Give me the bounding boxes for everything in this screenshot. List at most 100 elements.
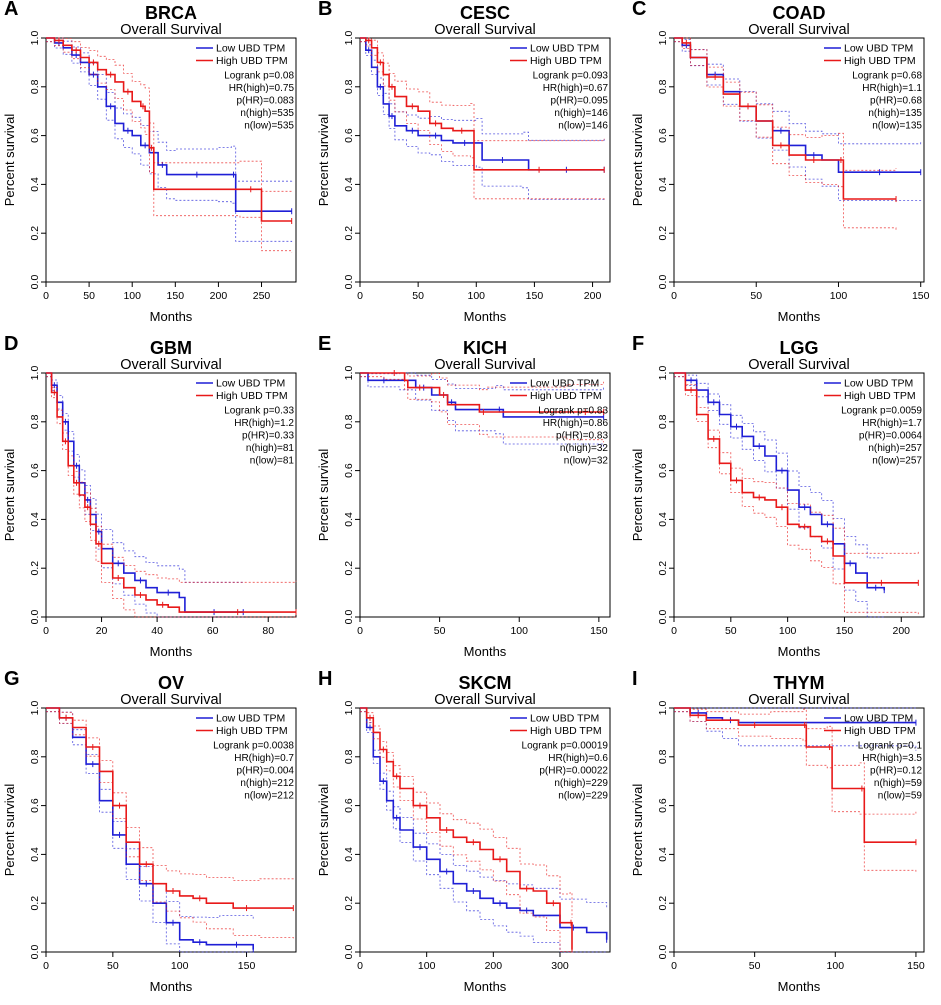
ci-lower-high: [360, 41, 605, 201]
stat-line: n(low)=81: [250, 456, 295, 467]
y-tick-label: 0.4: [657, 512, 669, 527]
stat-line: n(high)=59: [874, 778, 923, 789]
y-axis-label: Percent survival: [630, 114, 645, 207]
stat-line: HR(high)=0.86: [543, 418, 609, 429]
legend-label-low: Low UBD TPM: [216, 378, 285, 390]
x-tick-label: 50: [749, 960, 761, 972]
panel-letter: D: [4, 333, 19, 355]
y-tick-label: 0.6: [343, 798, 355, 813]
ci-upper-high: [674, 37, 897, 171]
y-tick-label: 1.0: [657, 31, 669, 46]
chart-subtitle: Overall Survival: [120, 692, 222, 708]
legend-label-high: High UBD TPM: [844, 55, 916, 67]
legend-label-low: Low UBD TPM: [530, 378, 599, 390]
y-tick-label: 0.6: [29, 798, 41, 813]
x-tick-label: 60: [207, 625, 219, 637]
ci-upper-high: [360, 37, 605, 142]
y-tick-label: 0.0: [29, 610, 41, 625]
stat-line: n(low)=212: [244, 791, 294, 802]
legend-label-low: Low UBD TPM: [216, 713, 285, 725]
chart-subtitle: Overall Survival: [434, 692, 536, 708]
chart-title: SKCM: [459, 673, 512, 693]
stat-line: HR(high)=0.75: [229, 83, 295, 94]
y-tick-label: 0.2: [343, 896, 355, 911]
stat-line: p(HR)=0.0064: [859, 431, 923, 442]
stat-line: HR(high)=3.5: [862, 753, 922, 764]
legend-label-low: Low UBD TPM: [844, 378, 913, 390]
legend-label-high: High UBD TPM: [530, 390, 602, 402]
x-tick-label: 100: [830, 290, 848, 302]
y-tick-label: 0.0: [657, 610, 669, 625]
panel-letter: I: [632, 668, 638, 690]
ci-lower-low: [46, 711, 254, 953]
ci-upper-high: [360, 372, 604, 391]
ci-lower-high: [674, 376, 919, 615]
stat-line: n(low)=257: [872, 456, 922, 467]
panel-gbm: D GBM Overall Survival 0.0 0.2 0.4 0.6 0.8 1.0 0 2…: [0, 333, 313, 670]
chart-title: THYM: [774, 673, 825, 693]
legend-label-high: High UBD TPM: [216, 55, 288, 67]
x-tick-label: 50: [83, 290, 95, 302]
x-tick-label: 0: [43, 960, 49, 972]
stat-line: HR(high)=0.67: [543, 83, 609, 94]
stat-line: n(high)=212: [240, 778, 294, 789]
y-tick-label: 0.4: [343, 177, 355, 192]
stat-line: p(HR)=0.00022: [539, 766, 608, 777]
y-tick-label: 0.0: [29, 945, 41, 960]
x-tick-label: 150: [912, 290, 930, 302]
ci-lower-low: [46, 376, 244, 618]
ci-lower-low: [360, 711, 607, 953]
x-tick-label: 50: [412, 290, 424, 302]
y-tick-label: 0.2: [657, 226, 669, 241]
y-tick-label: 1.0: [343, 366, 355, 381]
panel-cesc: B CESC Overall Survival 0.0 0.2 0.4 0.6 0.8 1.0 0…: [314, 0, 627, 335]
survival-curve-high: [46, 372, 296, 613]
chart-subtitle: Overall Survival: [748, 357, 850, 373]
survival-curve-high: [46, 37, 292, 222]
ci-lower-high: [674, 41, 897, 230]
chart-title: COAD: [773, 3, 826, 23]
y-tick-label: 0.8: [657, 749, 669, 764]
panel-coad: C COAD Overall Survival 0.0 0.2 0.4 0.6 0.8 1.0 0…: [628, 0, 941, 335]
ci-upper-high: [46, 37, 293, 192]
panel-letter: F: [632, 333, 645, 355]
x-tick-label: 50: [750, 290, 762, 302]
x-tick-label: 100: [779, 625, 797, 637]
stat-line: p(HR)=0.83: [556, 431, 608, 442]
y-tick-label: 0.2: [343, 226, 355, 241]
ci-upper-low: [360, 707, 608, 909]
legend-label-high: High UBD TPM: [844, 390, 916, 402]
ci-upper-low: [46, 37, 293, 182]
chart-subtitle: Overall Survival: [748, 22, 850, 38]
stat-line: n(low)=146: [558, 121, 608, 132]
legend-label-low: Low UBD TPM: [530, 713, 599, 725]
stat-line: n(low)=229: [558, 791, 608, 802]
y-tick-label: 0.6: [29, 128, 41, 143]
y-tick-label: 0.6: [657, 463, 669, 478]
x-axis-label: Months: [778, 644, 821, 659]
y-tick-label: 0.4: [29, 512, 41, 527]
stat-line: Logrank p=0.68: [852, 71, 922, 82]
ci-lower-high: [360, 376, 604, 443]
legend-label-low: Low UBD TPM: [216, 43, 285, 55]
panel-thym: I THYM Overall Survival 0.0 0.2 0.4 0.6 0.8 1.0 0…: [628, 668, 941, 1005]
legend-label-high: High UBD TPM: [216, 390, 288, 402]
plot-frame: [359, 372, 611, 618]
y-axis-label: Percent survival: [316, 114, 331, 207]
plot-frame: [45, 37, 297, 283]
chart-title: GBM: [150, 338, 192, 358]
chart-subtitle: Overall Survival: [748, 692, 850, 708]
legend-label-high: High UBD TPM: [530, 55, 602, 67]
x-tick-label: 50: [725, 625, 737, 637]
survival-curve-high: [360, 37, 605, 171]
stat-line: n(low)=535: [244, 121, 294, 132]
x-tick-label: 100: [827, 960, 845, 972]
x-tick-label: 200: [485, 960, 503, 972]
y-tick-label: 0.8: [343, 79, 355, 94]
plot-frame: [359, 37, 611, 283]
stat-line: p(HR)=0.083: [236, 96, 294, 107]
stat-line: n(low)=59: [878, 791, 923, 802]
